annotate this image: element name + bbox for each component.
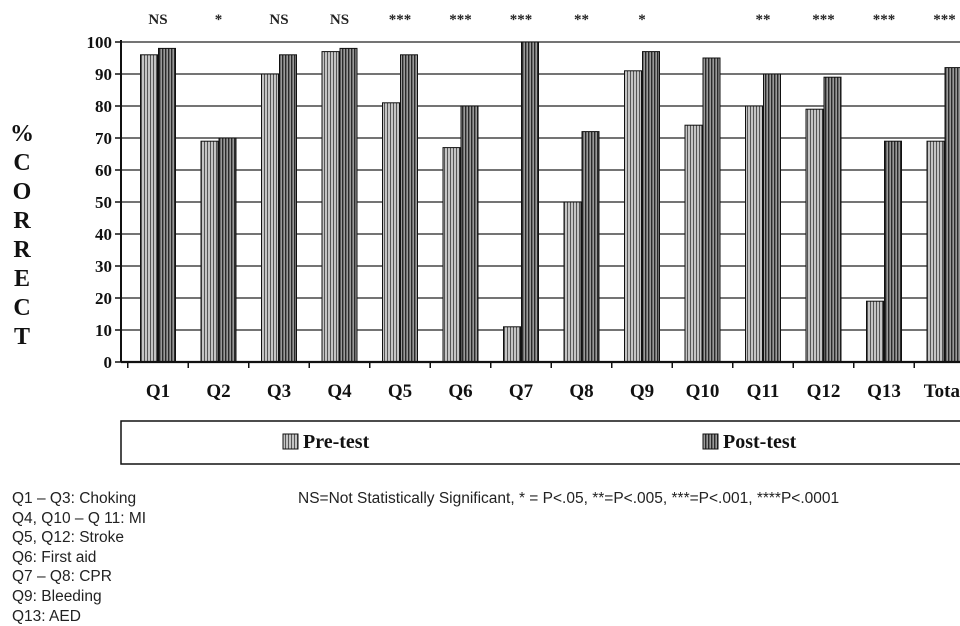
legend-label: Pre-test (303, 431, 370, 453)
y-tick-label: 80 (95, 97, 112, 116)
x-tick-label: Q13 (867, 381, 901, 402)
y-tick-label: 100 (87, 33, 113, 52)
significance-label: *** (449, 12, 472, 28)
legend: Pre-test Post-test (121, 421, 960, 464)
bar-pre-test (504, 327, 521, 362)
significance-label: *** (812, 12, 835, 28)
bar-pre-test (746, 106, 763, 362)
y-tick-label: 40 (95, 225, 112, 244)
note-line: Q13: AED (12, 607, 146, 626)
bar-post-test (461, 106, 478, 362)
significance-label: *** (510, 12, 533, 28)
x-tick-label: Q1 (146, 381, 170, 402)
y-tick-label: 60 (95, 161, 112, 180)
bar-pre-test (141, 55, 158, 362)
significance-label: *** (873, 12, 896, 28)
legend-swatch (703, 434, 718, 449)
bar-post-test (159, 48, 176, 362)
bar-chart: 0 10 20 30 40 50 60 70 80 90 100 Q1 NS Q2 * Q3 NS Q4 NS Q5 *… (0, 0, 960, 480)
bar-pre-test (201, 141, 218, 362)
x-tick-label: Q5 (388, 381, 412, 402)
x-tick-label: Q9 (630, 381, 654, 402)
significance-label: NS (330, 12, 349, 28)
note-line: Q6: First aid (12, 548, 146, 568)
x-tick-label: Q4 (327, 381, 352, 402)
y-tick-label: 20 (95, 289, 112, 308)
significance-label: NS (148, 12, 167, 28)
bar-post-test (582, 132, 599, 362)
y-tick-label: 70 (95, 129, 112, 148)
x-tick-label: Q2 (206, 381, 230, 402)
legend-label: Post-test (723, 431, 797, 453)
significance-label: *** (933, 12, 956, 28)
significance-label: NS (269, 12, 288, 28)
bar-post-test (885, 141, 902, 362)
note-line: Q7 – Q8: CPR (12, 567, 146, 587)
significance-label: ** (574, 12, 589, 28)
significance-label: * (638, 12, 646, 28)
y-tick-label: 50 (95, 193, 112, 212)
note-line: Q5, Q12: Stroke (12, 528, 146, 548)
bar-post-test (643, 52, 660, 362)
bar-post-test (824, 77, 841, 362)
bar-pre-test (443, 148, 460, 362)
bar-pre-test (625, 71, 642, 362)
bar-pre-test (322, 52, 339, 362)
x-tick-label: Q7 (509, 381, 534, 402)
bar-post-test (522, 42, 539, 362)
x-tick-label: Q12 (807, 381, 841, 402)
x-tick-label: Total (924, 381, 960, 402)
significance-key: NS=Not Statistically Significant, * = P<… (298, 489, 839, 509)
y-tick-label: 30 (95, 257, 112, 276)
y-tick-label: 10 (95, 321, 112, 340)
y-tick-label: 0 (104, 353, 113, 372)
note-line: Q9: Bleeding (12, 587, 146, 607)
bar-post-test (764, 74, 781, 362)
question-category-notes: Q1 – Q3: Choking Q4, Q10 – Q 11: MI Q5, … (12, 489, 146, 626)
x-tick-label: Q10 (686, 381, 720, 402)
bar-pre-test (685, 125, 702, 362)
bar-pre-test (867, 301, 884, 362)
bar-post-test (219, 138, 236, 362)
significance-label: ** (756, 12, 771, 28)
x-tick-label: Q11 (747, 381, 780, 402)
bar-post-test (340, 48, 357, 362)
bar-post-test (401, 55, 418, 362)
x-tick-label: Q8 (569, 381, 593, 402)
legend-box (121, 421, 960, 464)
significance-label: * (215, 12, 223, 28)
bar-post-test (280, 55, 297, 362)
y-tick-label: 90 (95, 65, 112, 84)
note-line: Q1 – Q3: Choking (12, 489, 146, 509)
bar-pre-test (806, 109, 823, 362)
x-tick-label: Q3 (267, 381, 291, 402)
bar-pre-test (383, 103, 400, 362)
bar-post-test (703, 58, 720, 362)
significance-label: *** (389, 12, 412, 28)
note-line: Q4, Q10 – Q 11: MI (12, 509, 146, 529)
legend-swatch (283, 434, 298, 449)
x-tick-label: Q6 (448, 381, 472, 402)
bar-pre-test (927, 141, 944, 362)
bar-post-test (945, 68, 960, 362)
bar-pre-test (564, 202, 581, 362)
bar-pre-test (262, 74, 279, 362)
